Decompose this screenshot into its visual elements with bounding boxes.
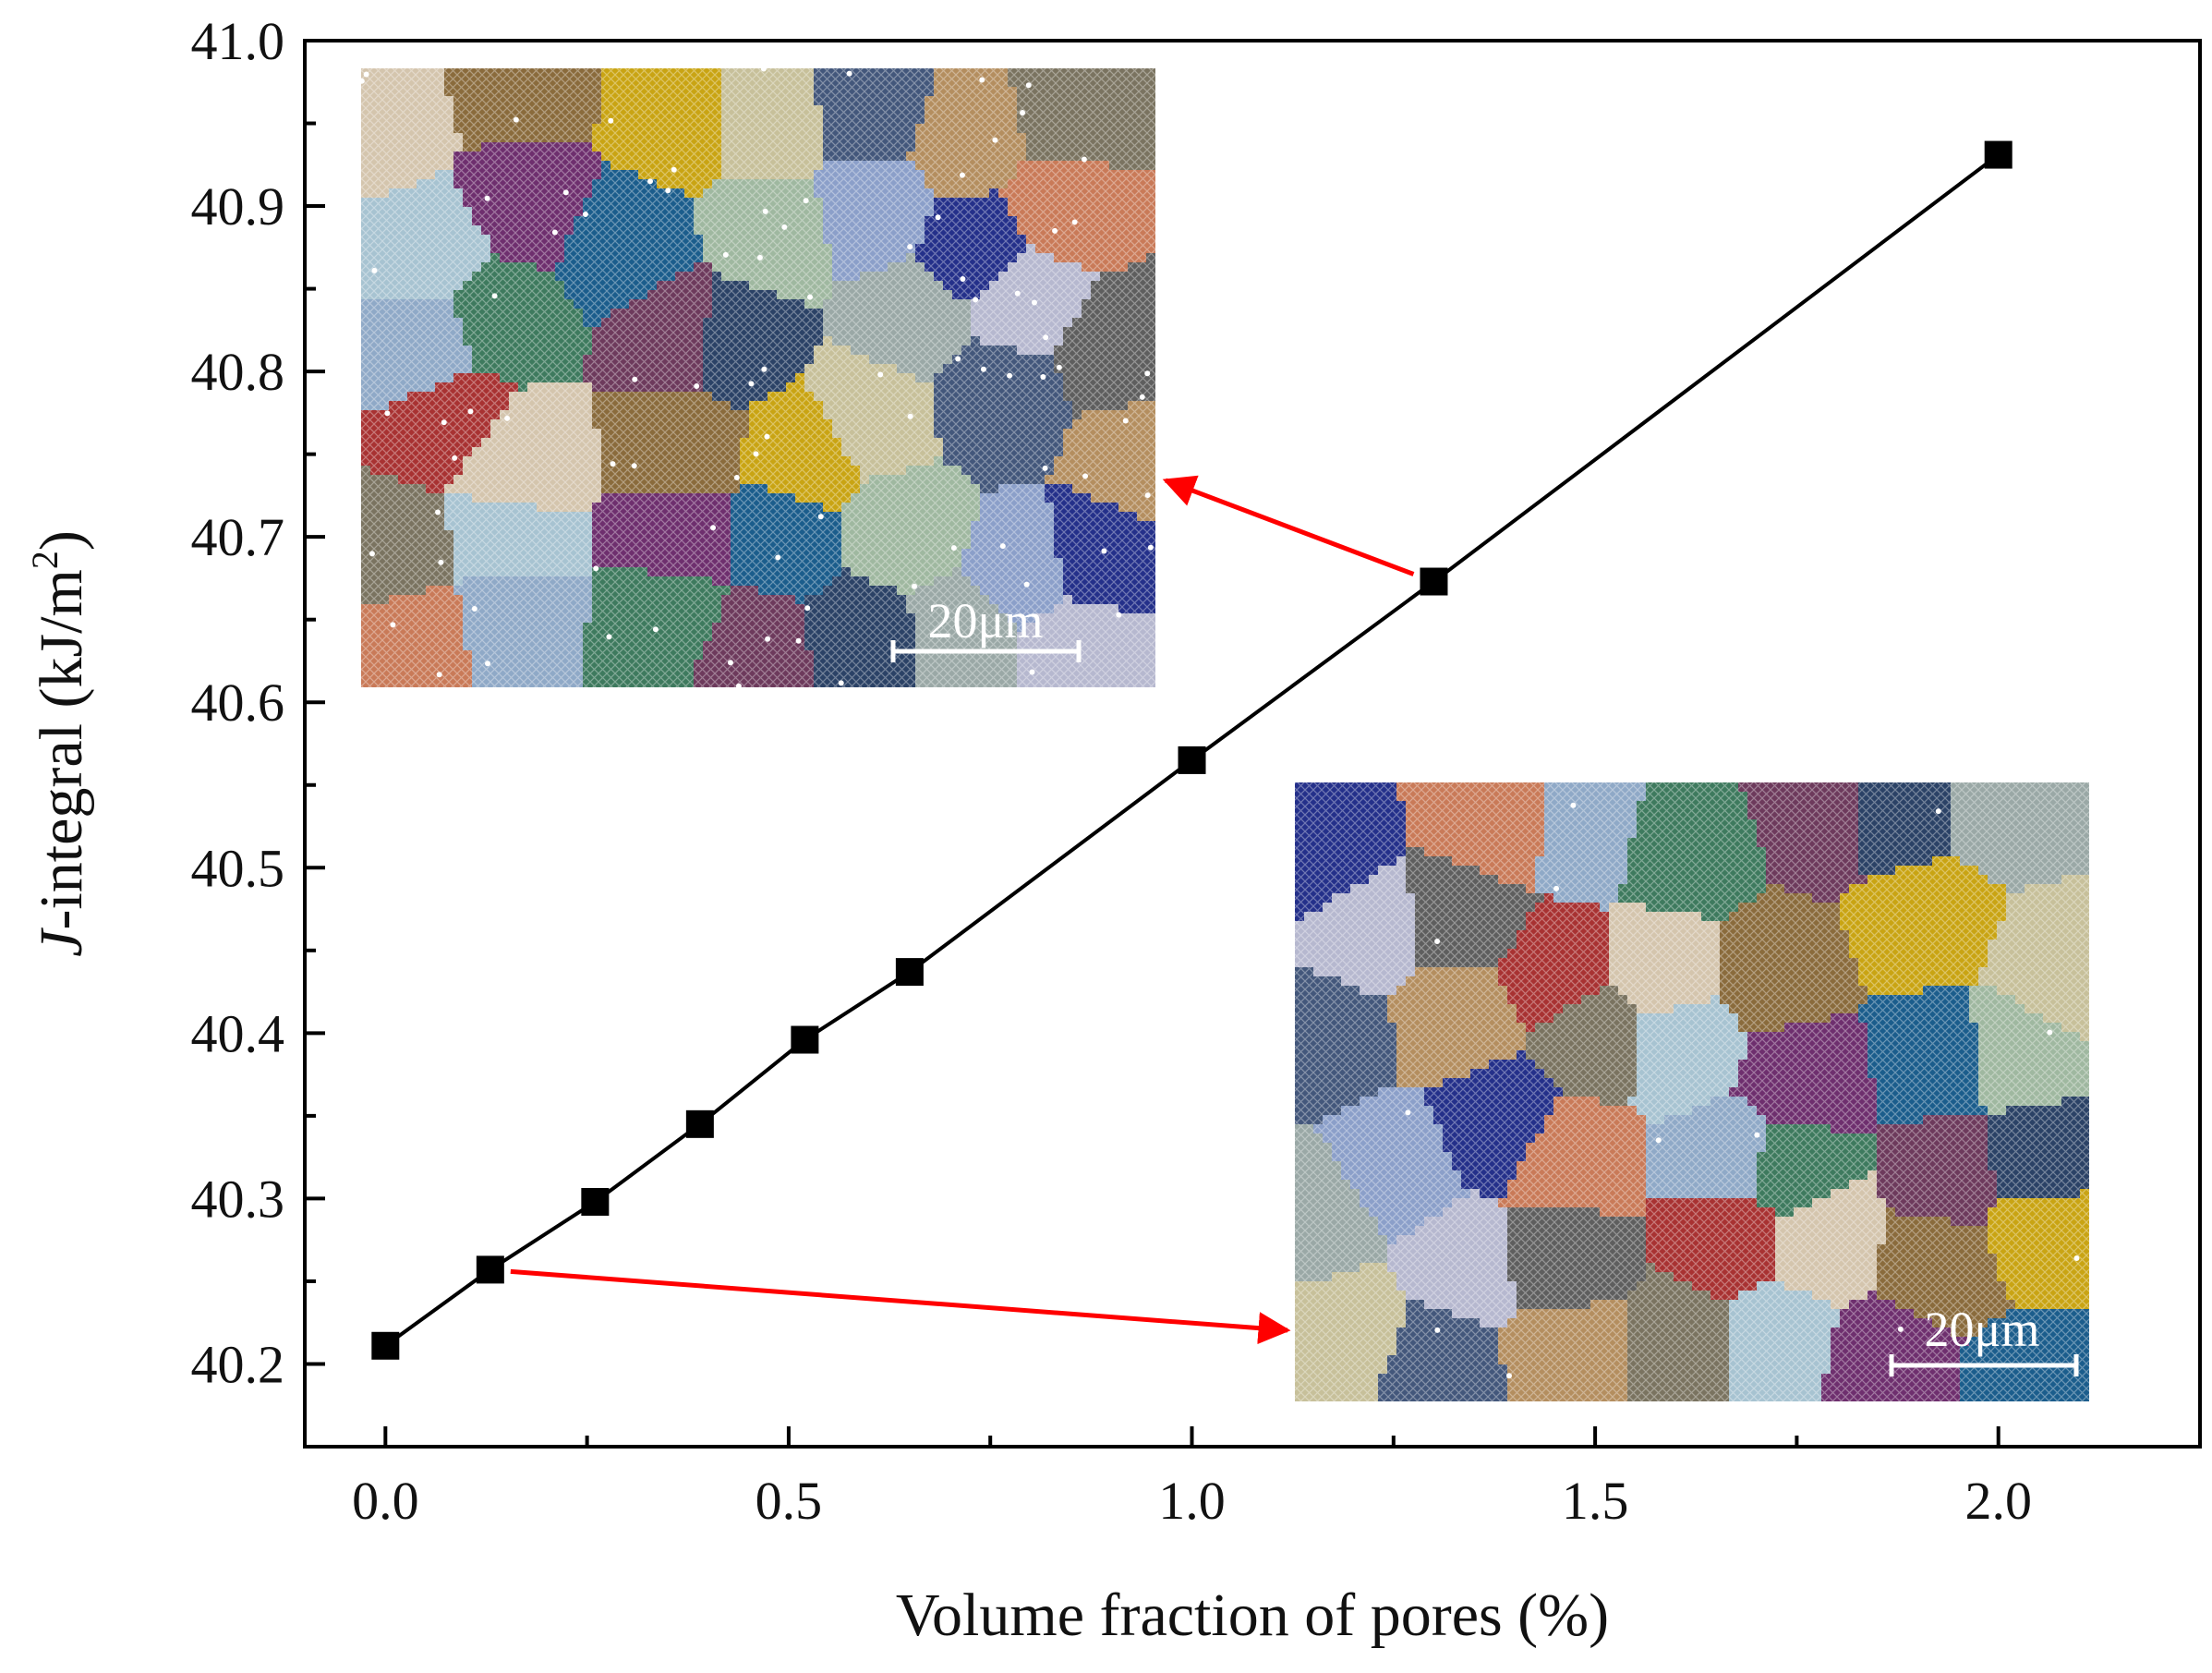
y-tick-label: 40.3	[191, 1169, 285, 1229]
data-point	[791, 1025, 819, 1054]
y-tick-label: 40.7	[191, 507, 285, 567]
data-point	[685, 1109, 714, 1138]
data-point	[1178, 746, 1206, 774]
x-tick-label: 1.5	[1562, 1471, 1629, 1531]
data-point	[476, 1255, 504, 1284]
x-tick-label: 0.5	[755, 1471, 823, 1531]
y-tick-label: 40.9	[191, 176, 285, 236]
y-tick-label: 41.0	[191, 11, 285, 71]
x-axis-label: Volume fraction of pores (%)	[896, 1582, 1609, 1649]
inset-arrow-top	[1162, 475, 1415, 576]
x-tick-label: 1.0	[1158, 1471, 1226, 1531]
scale-bar-label: 20μm	[928, 593, 1044, 649]
x-tick-label: 0.0	[352, 1471, 419, 1531]
microstructure-inset-high-porosity	[361, 68, 1155, 687]
scale-bar-label: 20μm	[1925, 1302, 2040, 1357]
plot-frame	[303, 39, 2202, 1449]
scale-bar-top-left: 20μm	[890, 593, 1082, 662]
data-point	[371, 1331, 400, 1360]
inset-arrow-bottom	[510, 1268, 1291, 1345]
data-point	[1420, 567, 1448, 596]
x-tick-label: 2.0	[1964, 1471, 2032, 1531]
y-axis-label: J-integral (kJ/m2)	[24, 530, 95, 957]
y-tick-label: 40.2	[191, 1334, 285, 1394]
axis-ticks: 0.0 0.5 1.0 1.5 2.0 40.2 40.3 40.4 40.5 40.6 40.7 4…	[191, 11, 2032, 1531]
data-point	[895, 958, 924, 987]
data-point	[581, 1187, 610, 1216]
series-markers	[371, 140, 2013, 1360]
y-tick-label: 40.4	[191, 1003, 285, 1063]
y-tick-label: 40.5	[191, 838, 285, 898]
data-point	[1984, 140, 2013, 169]
y-tick-label: 40.8	[191, 342, 285, 402]
scale-bar-bottom-right: 20μm	[1889, 1302, 2079, 1376]
microstructure-inset-low-porosity	[1295, 782, 2089, 1401]
y-tick-label: 40.6	[191, 673, 285, 733]
